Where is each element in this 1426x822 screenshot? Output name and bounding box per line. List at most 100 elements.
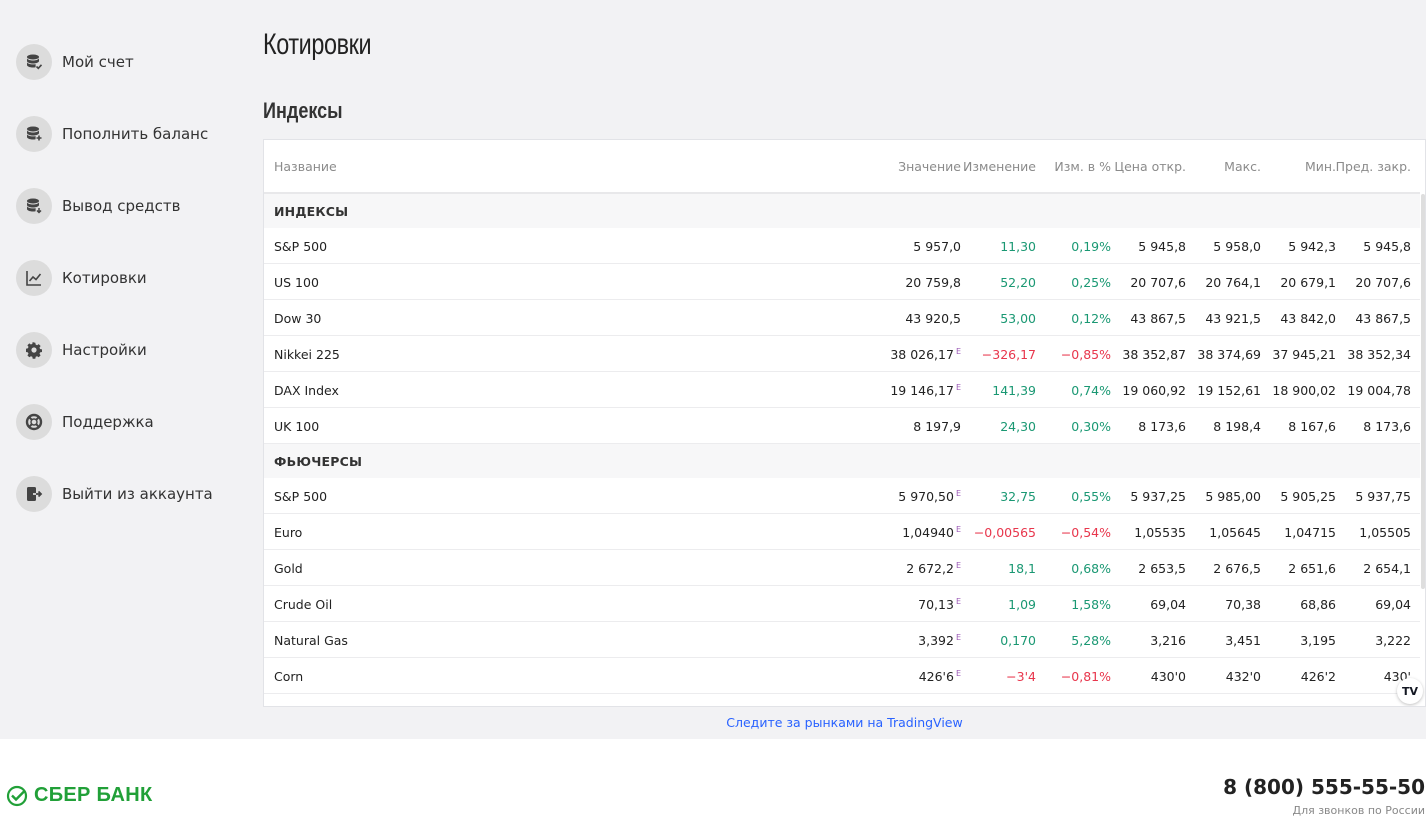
cell-change-text: 11,30 (1000, 239, 1036, 254)
cell-name[interactable]: Gold (274, 561, 303, 576)
tradingview-link[interactable]: Следите за рынками на TradingView (726, 715, 963, 730)
cell-name-text: US 100 (274, 275, 319, 290)
header-change-pct: Изм. в % (1054, 159, 1111, 174)
phone-number[interactable]: 8 (800) 555-55-50 (1223, 775, 1425, 799)
sidebar: Мой счет Пополнить баланс Вывод средств … (0, 26, 240, 530)
cell-prev-close-text: 3,222 (1375, 633, 1411, 648)
cell-open: 20 707,6 (1130, 275, 1186, 290)
cell-open-text: 20 707,6 (1130, 275, 1186, 290)
cell-max: 8 198,4 (1213, 419, 1261, 434)
sber-logo-icon (6, 785, 28, 806)
cell-name[interactable]: US 100 (274, 275, 319, 290)
cell-change-pct: 0,68% (1071, 561, 1111, 576)
estimated-mark: E (955, 347, 961, 356)
cell-min-text: 20 679,1 (1280, 275, 1336, 290)
cell-value: 3,392 E (918, 633, 961, 648)
cell-change: 18,1 (1008, 561, 1036, 576)
sidebar-item-withdraw[interactable]: Вывод средств (0, 170, 240, 242)
cell-name[interactable]: Dow 30 (274, 311, 321, 326)
table-row[interactable]: DAX Index 19 146,17 E 141,39 0,74% 19 060,92 1… (264, 372, 1420, 408)
cell-change: −0,00565 (974, 525, 1036, 540)
cell-open: 5 937,25 (1130, 489, 1186, 504)
cell-min-text: 37 945,21 (1272, 347, 1336, 362)
header-prev-close: Пред. закр. (1335, 159, 1411, 174)
sidebar-item-support[interactable]: Поддержка (0, 386, 240, 458)
cell-name[interactable]: Natural Gas (274, 633, 348, 648)
table-row[interactable]: UK 100 8 197,9 24,30 0,30% 8 173,6 8 198,4 8 1… (264, 408, 1420, 444)
table-row[interactable]: Nikkei 225 38 026,17 E −326,17 −0,85% 38 352,… (264, 336, 1420, 372)
tradingview-logo-icon[interactable]: TV (1397, 678, 1423, 704)
cell-name-text: S&P 500 (274, 239, 328, 254)
table-row[interactable]: S&P 500 5 957,0 11,30 0,19% 5 945,8 5 958,0 5 … (264, 228, 1420, 264)
scrollbar[interactable] (1421, 194, 1425, 589)
cell-prev-close-text: 43 867,5 (1355, 311, 1411, 326)
cell-change-pct: 0,30% (1071, 419, 1111, 434)
sidebar-item-logout[interactable]: Выйти из аккаунта (0, 458, 240, 530)
cell-min-text: 68,86 (1300, 597, 1336, 612)
cell-change-pct-text: 0,30% (1071, 419, 1111, 434)
cell-min-text: 426'2 (1300, 669, 1336, 684)
table-row[interactable]: S&P 500 5 970,50 E 32,75 0,55% 5 937,25 5 985,… (264, 478, 1420, 514)
cell-prev-close-text: 5 937,75 (1355, 489, 1411, 504)
cell-change-pct-text: −0,54% (1060, 525, 1111, 540)
cell-name[interactable]: S&P 500 (274, 489, 327, 504)
cell-max-text: 432'0 (1225, 669, 1261, 684)
table-row[interactable]: Crude Oil 70,13 E 1,09 1,58% 69,04 70,38 68,86 6… (264, 586, 1420, 622)
page-title: Котировки (263, 28, 372, 61)
cell-value-text: 19 146,17 (890, 383, 954, 398)
table-row[interactable]: Corn 426'6 E −3'4 −0,81% 430'0 432'0 426'2 430' (264, 658, 1420, 694)
estimated-mark: E (955, 633, 961, 642)
estimated-mark: E (955, 561, 961, 570)
header-min: Мин. (1304, 159, 1336, 174)
cell-prev-close: 19 004,78 (1347, 383, 1411, 398)
cell-open-text: 3,216 (1150, 633, 1186, 648)
cell-name-text: Gold (274, 561, 303, 576)
cell-max: 70,38 (1225, 597, 1261, 612)
cell-max-text: 3,451 (1225, 633, 1261, 648)
sidebar-item-label: Выйти из аккаунта (62, 485, 213, 503)
cell-name-text: Euro (274, 525, 303, 540)
estimated-mark: E (955, 489, 961, 498)
cell-value-text: 5 957,0 (913, 239, 961, 254)
cell-name[interactable]: Euro (274, 525, 302, 540)
cell-value: 1,04940 E (902, 525, 961, 540)
estimated-mark: E (955, 383, 961, 392)
brand-logo[interactable]: СБЕР БАНК (6, 784, 152, 807)
table-row[interactable]: Dow 30 43 920,5 53,00 0,12% 43 867,5 43 921,5… (264, 300, 1420, 336)
sidebar-item-label: Настройки (62, 341, 147, 359)
brand-name: СБЕР БАНК (34, 784, 153, 806)
table-row[interactable]: Gold 2 672,2 E 18,1 0,68% 2 653,5 2 676,5 2 651… (264, 550, 1420, 586)
cell-min-text: 8 167,6 (1288, 419, 1336, 434)
table-row[interactable]: Natural Gas 3,392 E 0,170 5,28% 3,216 3,451 3,1… (264, 622, 1420, 658)
cell-min: 426'2 (1301, 669, 1336, 684)
cell-change-pct-text: 0,55% (1071, 489, 1111, 504)
cell-change-text: 141,39 (992, 383, 1036, 398)
cell-name[interactable]: S&P 500 (274, 239, 327, 254)
cell-name[interactable]: DAX Index (274, 383, 339, 398)
cell-name[interactable]: UK 100 (274, 419, 319, 434)
cell-prev-close: 5 937,75 (1355, 489, 1411, 504)
cell-value-text: 38 026,17 (890, 347, 954, 362)
group-label: ФЬЮЧЕРСЫ (274, 454, 363, 469)
table-row[interactable]: US 100 20 759,8 52,20 0,25% 20 707,6 20 764,1… (264, 264, 1420, 300)
cell-prev-close: 2 654,1 (1363, 561, 1411, 576)
quotes-widget: Название Значение Изменение Изм. в % Цен… (263, 139, 1426, 707)
sidebar-item-settings[interactable]: Настройки (0, 314, 240, 386)
cell-open-text: 1,05535 (1134, 525, 1186, 540)
cell-value-text: 426'6 (918, 669, 954, 684)
cell-name[interactable]: Nikkei 225 (274, 347, 340, 362)
cell-value-text: 20 759,8 (905, 275, 961, 290)
cell-change: 52,20 (1000, 275, 1036, 290)
sidebar-item-quotes[interactable]: Котировки (0, 242, 240, 314)
cell-open-text: 19 060,92 (1122, 383, 1186, 398)
table-row[interactable]: Euro 1,04940 E −0,00565 −0,54% 1,05535 1,05645… (264, 514, 1420, 550)
cell-prev-close: 3,222 (1375, 633, 1411, 648)
cell-name[interactable]: Corn (274, 669, 303, 684)
cell-min: 3,195 (1300, 633, 1336, 648)
cell-max: 43 921,5 (1205, 311, 1261, 326)
cell-name[interactable]: Crude Oil (274, 597, 332, 612)
sidebar-item-top-up[interactable]: Пополнить баланс (0, 98, 240, 170)
cell-min: 18 900,02 (1272, 383, 1336, 398)
sidebar-item-my-account[interactable]: Мой счет (0, 26, 240, 98)
cell-name-text: UK 100 (274, 419, 320, 434)
